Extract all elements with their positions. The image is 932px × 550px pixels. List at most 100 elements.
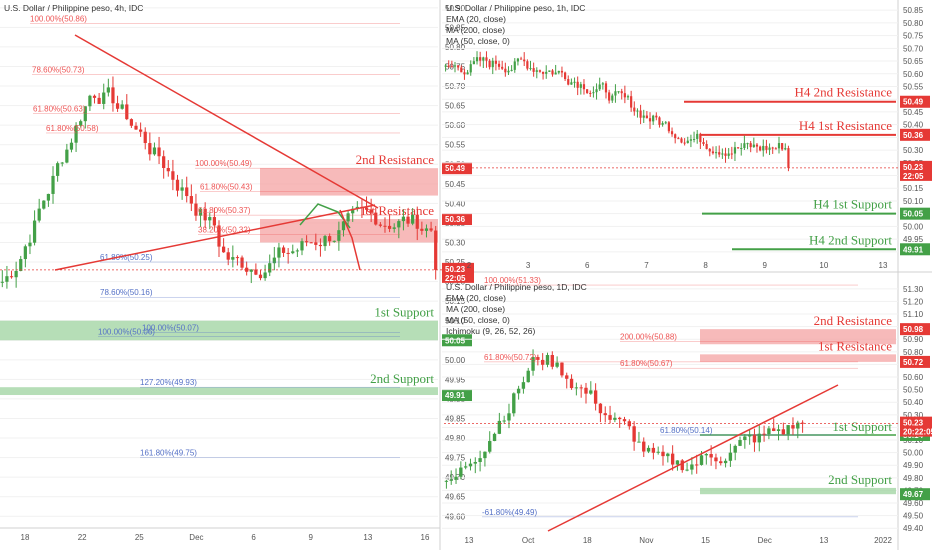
candle-body bbox=[488, 441, 492, 452]
fib-label: 78.60%(50.16) bbox=[100, 288, 153, 297]
bottom-right-legend-ma200: MA (200, close) bbox=[446, 304, 505, 314]
candle-body bbox=[323, 236, 327, 247]
candle-body bbox=[762, 433, 766, 435]
trendline-resistance bbox=[74, 34, 379, 209]
y-tick-label: 49.80 bbox=[903, 474, 924, 483]
candle-body bbox=[667, 122, 671, 132]
candle-body bbox=[579, 387, 583, 389]
x-tick-label: 9 bbox=[308, 533, 313, 542]
x-tick-label: 9 bbox=[762, 261, 767, 270]
y-tick-label: 49.85 bbox=[445, 414, 466, 423]
candle-body bbox=[593, 390, 598, 404]
candle-body bbox=[675, 460, 680, 465]
candle-body bbox=[784, 148, 787, 150]
candle-body bbox=[185, 187, 189, 197]
y-tick-label: 49.75 bbox=[445, 454, 466, 463]
candle-body bbox=[584, 387, 588, 394]
fib-label: 100.00%(50.06) bbox=[98, 327, 155, 336]
fib-label: 200.00%(50.88) bbox=[620, 333, 677, 342]
candle-body bbox=[463, 72, 466, 75]
candle-body bbox=[560, 70, 564, 73]
candle-body bbox=[598, 403, 603, 414]
zone-band bbox=[0, 387, 438, 396]
price-tag bbox=[900, 243, 930, 256]
candle-body bbox=[651, 447, 656, 453]
candle-body bbox=[595, 89, 598, 93]
candle-body bbox=[702, 142, 705, 144]
candle-body bbox=[708, 148, 711, 152]
candle-body bbox=[674, 134, 677, 139]
candle-body bbox=[434, 230, 438, 270]
candle-body bbox=[728, 452, 733, 461]
candle-body bbox=[277, 247, 281, 258]
x-tick-label: 18 bbox=[21, 533, 30, 542]
x-tick-label: Oct bbox=[522, 536, 535, 545]
candle-body bbox=[472, 61, 475, 65]
candle-body bbox=[5, 276, 9, 282]
candle-body bbox=[74, 125, 78, 143]
fib-label: 38.20%(50.32) bbox=[198, 226, 251, 235]
candle-body bbox=[648, 118, 652, 122]
top-right-chart-panel: 50.8550.8050.7550.7050.6550.6050.5550.50… bbox=[442, 6, 932, 270]
x-tick-label: 13 bbox=[465, 536, 474, 545]
candle-body bbox=[532, 68, 535, 72]
y-tick-label: 50.55 bbox=[903, 82, 924, 91]
candle-body bbox=[23, 246, 27, 260]
zone-label: 2nd Support bbox=[828, 472, 892, 487]
candle-body bbox=[551, 70, 554, 75]
candle-body bbox=[781, 143, 784, 150]
x-tick-label: Dec bbox=[758, 536, 772, 545]
candle-body bbox=[541, 71, 545, 74]
y-tick-label: 50.80 bbox=[903, 19, 924, 28]
candle-body bbox=[565, 375, 569, 379]
candle-body bbox=[642, 441, 646, 452]
candle-body bbox=[755, 144, 759, 147]
y-tick-label: 50.10 bbox=[903, 197, 924, 206]
candle-body bbox=[743, 143, 746, 148]
candle-body bbox=[618, 417, 622, 420]
candle-body bbox=[79, 121, 83, 126]
y-tick-label: 50.30 bbox=[903, 146, 924, 155]
zone-label: 2nd Support bbox=[370, 371, 434, 386]
candle-body bbox=[387, 225, 392, 229]
candle-body bbox=[444, 65, 447, 67]
current-price-label: 50.23 bbox=[903, 419, 924, 428]
candle-body bbox=[721, 153, 724, 155]
candle-body bbox=[718, 152, 721, 155]
candle-body bbox=[258, 274, 263, 279]
y-tick-label: 49.90 bbox=[903, 461, 924, 470]
candle-body bbox=[714, 457, 718, 462]
candle-body bbox=[148, 143, 152, 155]
x-tick-label: 3 bbox=[526, 261, 531, 270]
x-tick-label: 7 bbox=[644, 261, 649, 270]
candle-body bbox=[497, 420, 502, 434]
y-tick-label: 50.15 bbox=[903, 184, 924, 193]
candle-body bbox=[203, 208, 207, 221]
candle-body bbox=[392, 227, 396, 229]
candle-body bbox=[268, 263, 272, 273]
candle-body bbox=[733, 147, 737, 154]
candle-body bbox=[554, 72, 557, 75]
candle-body bbox=[608, 92, 611, 101]
candle-body bbox=[714, 152, 718, 154]
y-tick-label: 50.90 bbox=[903, 335, 924, 344]
candle-body bbox=[364, 207, 369, 210]
y-tick-label: 50.00 bbox=[903, 222, 924, 231]
candle-body bbox=[32, 220, 37, 243]
candle-body bbox=[645, 115, 648, 119]
fib-label: 61.80%(50.72) bbox=[484, 353, 537, 362]
candle-body bbox=[670, 131, 674, 135]
y-tick-label: 49.60 bbox=[445, 512, 466, 521]
candle-body bbox=[346, 213, 350, 222]
candle-body bbox=[415, 214, 419, 229]
candle-body bbox=[286, 252, 290, 254]
price-tag-label: 49.91 bbox=[445, 391, 466, 400]
zone-band bbox=[700, 487, 896, 495]
candle-body bbox=[231, 257, 235, 260]
candle-body bbox=[787, 148, 790, 168]
candle-body bbox=[639, 110, 642, 118]
y-tick-label: 50.65 bbox=[903, 57, 924, 66]
level-label: H4 2nd Support bbox=[809, 232, 892, 247]
candle-body bbox=[632, 426, 636, 442]
candle-body bbox=[777, 143, 781, 149]
